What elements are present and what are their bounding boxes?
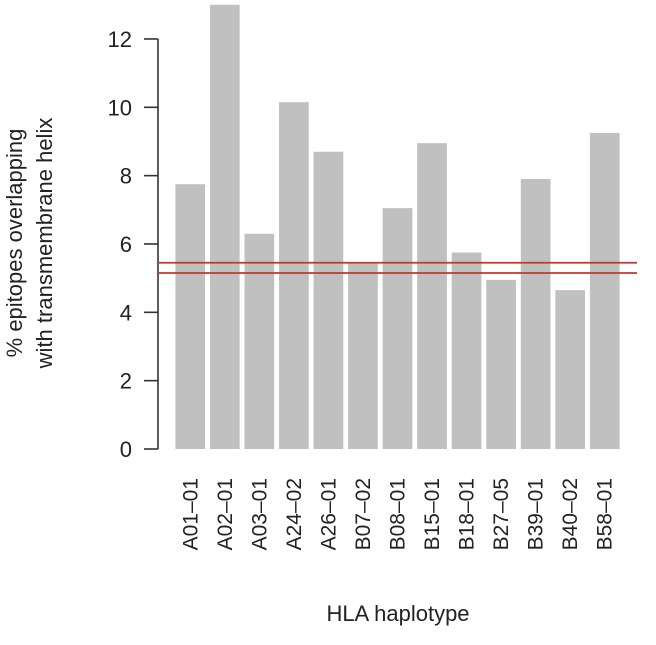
bar-6 [382,208,413,449]
x-tick-label: A03–01 [248,478,271,550]
x-tick-label: A24–02 [283,478,306,550]
x-tick-label: B40–02 [559,478,582,550]
x-axis-title: HLA haplotype [326,601,469,626]
x-tick-label: A02–01 [214,478,237,550]
x-tick-label: B15–01 [421,478,444,550]
bar-9 [486,279,516,449]
y-tick-label: 12 [108,27,132,52]
y-tick-label: 8 [120,164,132,189]
bar-7 [417,143,447,449]
x-tick-label: B58–01 [594,478,617,550]
bar-5 [348,262,378,449]
x-tick-label: B08–01 [387,478,410,550]
x-tick-label: B07–02 [352,478,375,550]
x-tick-labels: A01–01 A02–01 A03–01 A24–02 A26–01 B07–02 B08–… [179,478,616,550]
y-tick-label: 2 [120,369,132,394]
bar-12 [589,132,620,450]
x-tick-label: B27–05 [490,478,513,550]
bar-10 [520,179,551,449]
bar-3 [279,102,309,449]
y-axis-title-line2: with transmembrane helix [32,118,57,370]
bar-0 [175,184,206,449]
x-tick-label: A01–01 [179,478,202,550]
y-tick-label: 0 [120,437,132,462]
bar-11 [555,290,586,449]
bar-2 [244,233,275,449]
x-tick-label: A26–01 [317,478,340,550]
y-tick-label: 4 [120,300,132,325]
y-axis: 0 2 4 6 8 10 12 [108,27,159,462]
y-axis-title-line1: % epitopes overlapping [2,129,27,358]
x-tick-label: B18–01 [456,478,479,550]
y-tick-label: 10 [108,95,132,120]
bars-group [175,4,620,450]
y-tick-label: 6 [120,232,132,257]
reference-lines [158,261,637,274]
bar-1 [209,4,240,449]
bar-4 [313,151,344,449]
x-tick-label: B39–01 [525,478,548,550]
bar-8 [451,252,482,449]
